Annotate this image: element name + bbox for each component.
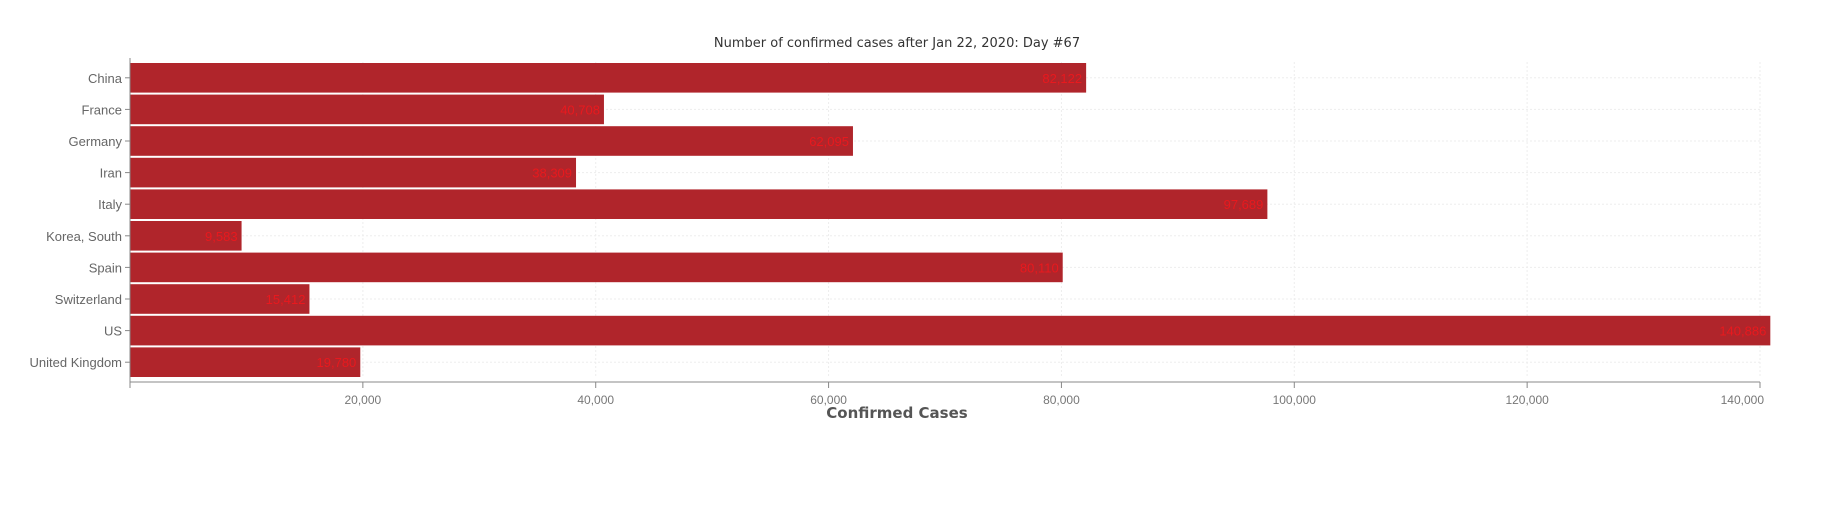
bar <box>130 63 1087 93</box>
x-tick-label: 60,000 <box>810 393 847 407</box>
bar-value-label: 62,095 <box>809 134 849 149</box>
bar-value-label: 82,122 <box>1042 71 1082 86</box>
bar-value-label: 19,780 <box>317 355 357 370</box>
y-tick-label: US <box>104 324 122 339</box>
y-tick-label: China <box>88 71 123 86</box>
y-tick-label: Germany <box>69 134 123 149</box>
x-tick-label: 40,000 <box>577 393 614 407</box>
bar-value-label: 40,708 <box>560 102 600 117</box>
bar <box>130 94 604 125</box>
bar-value-label: 9,583 <box>205 229 238 244</box>
bar-value-label: 140,886 <box>1719 324 1766 339</box>
x-tick-label: 20,000 <box>345 393 382 407</box>
y-tick-label: Switzerland <box>55 292 122 307</box>
bar <box>130 252 1063 283</box>
y-tick-label: Spain <box>89 260 122 275</box>
y-tick-label: Iran <box>100 166 122 181</box>
bar <box>130 347 361 377</box>
bar <box>130 284 310 314</box>
axes: China France Germany Iran Italy Korea, South S… <box>30 58 1765 407</box>
bar-value-label: 80,110 <box>1020 260 1059 275</box>
bar <box>130 221 242 251</box>
y-tick-label: Italy <box>98 197 122 212</box>
chart-title: Number of confirmed cases after Jan 22, … <box>714 36 1080 51</box>
x-tick-label: 140,000 <box>1721 393 1765 407</box>
y-tick-label: France <box>82 102 122 117</box>
bar <box>130 126 853 156</box>
bar <box>130 157 577 188</box>
bar-value-label: 38,309 <box>532 166 572 181</box>
bar-value-label: 15,412 <box>266 292 306 307</box>
x-tick-label: 100,000 <box>1273 393 1317 407</box>
bar-value-label: 97,689 <box>1224 197 1264 212</box>
bars: 82,122 40,708 62,095 38,309 97,689 9,583 80,11… <box>130 63 1771 377</box>
bar <box>130 189 1268 219</box>
y-tick-label: United Kingdom <box>30 355 123 370</box>
x-tick-label: 80,000 <box>1043 393 1080 407</box>
bar <box>130 315 1771 346</box>
y-tick-label: Korea, South <box>46 229 122 244</box>
x-axis-title: Confirmed Cases <box>826 404 968 422</box>
x-tick-label: 120,000 <box>1505 393 1549 407</box>
